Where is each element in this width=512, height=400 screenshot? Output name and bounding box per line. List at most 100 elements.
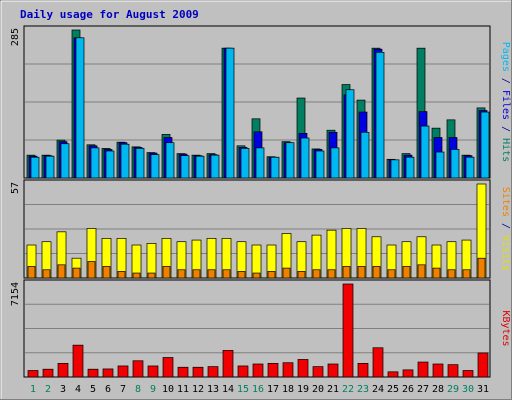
bar-kbytes-day-5 — [87, 368, 99, 378]
bar-pages-day-28 — [435, 151, 445, 179]
bar-kbytes-day-2 — [42, 368, 54, 378]
bar-sites-day-1 — [27, 266, 36, 279]
panel-top: 285 Pages / Files / Hits — [10, 25, 511, 179]
bar-sites-day-24 — [372, 266, 381, 279]
bar-kbytes-day-20 — [312, 366, 324, 378]
bar-sites-day-14 — [222, 269, 231, 279]
bar-pages-day-22 — [345, 89, 355, 179]
chart-panels: 285 Pages / Files / Hits 57 Sites / Visits 7… — [10, 25, 511, 378]
bar-pages-day-19 — [300, 137, 310, 179]
bar-kbytes-day-28 — [432, 363, 444, 378]
panel-middle-legend-part: Visits — [500, 235, 511, 271]
panel-top-legend-part: Hits — [500, 138, 511, 162]
panel-bottom-max-label: 7154 — [10, 282, 21, 306]
x-tick-label-day-27: 27 — [417, 384, 429, 395]
bar-pages-day-21 — [330, 147, 340, 179]
x-tick-label-day-2: 2 — [45, 384, 51, 395]
bar-pages-day-30 — [465, 156, 475, 179]
bar-kbytes-day-31 — [477, 352, 489, 378]
x-tick-label-day-30: 30 — [462, 384, 474, 395]
bar-sites-day-7 — [117, 271, 126, 279]
bar-sites-day-3 — [57, 264, 66, 279]
bar-pages-day-4 — [75, 37, 85, 179]
x-tick-label-day-10: 10 — [162, 384, 174, 395]
x-tick-label-day-16: 16 — [252, 384, 264, 395]
bar-sites-day-25 — [387, 269, 396, 279]
bar-sites-day-10 — [162, 266, 171, 279]
x-tick-label-day-15: 15 — [237, 384, 249, 395]
bar-pages-day-24 — [375, 51, 385, 179]
x-tick-label-day-1: 1 — [30, 384, 36, 395]
chart-title: Daily usage for August 2009 — [20, 8, 199, 21]
panel-middle-legend: Sites / Visits — [500, 187, 511, 271]
bar-sites-day-23 — [357, 266, 366, 279]
panel-top-legend-part: / — [500, 120, 511, 138]
bar-kbytes-day-6 — [102, 368, 114, 378]
bar-pages-day-18 — [285, 142, 295, 179]
bar-pages-day-15 — [240, 148, 250, 179]
bar-kbytes-day-23 — [357, 363, 369, 378]
bar-kbytes-day-21 — [327, 363, 339, 378]
x-tick-label-day-7: 7 — [120, 384, 126, 395]
panel-bottom-legend-part: KBytes — [500, 310, 511, 346]
bar-sites-day-2 — [42, 269, 51, 279]
bar-kbytes-day-8 — [132, 360, 144, 378]
bar-pages-day-13 — [210, 154, 220, 179]
bar-pages-day-16 — [255, 147, 265, 179]
panel-top-legend-part: / — [500, 72, 511, 90]
x-tick-label-day-11: 11 — [177, 384, 189, 395]
x-tick-label-day-25: 25 — [387, 384, 399, 395]
bar-kbytes-day-10 — [162, 357, 174, 378]
bar-kbytes-day-14 — [222, 350, 234, 378]
bar-sites-day-16 — [252, 272, 261, 279]
bar-sites-day-13 — [207, 269, 216, 279]
bar-kbytes-day-24 — [372, 347, 384, 378]
bar-kbytes-day-4 — [72, 344, 84, 378]
bar-sites-day-29 — [447, 269, 456, 279]
bar-kbytes-day-7 — [117, 365, 129, 378]
bar-kbytes-day-1 — [27, 370, 39, 378]
bar-pages-day-27 — [420, 125, 430, 179]
bar-sites-day-5 — [87, 261, 96, 279]
panel-top-legend-part: Files — [500, 90, 511, 120]
bar-sites-day-22 — [342, 266, 351, 279]
x-tick-label-day-20: 20 — [312, 384, 324, 395]
x-tick-label-day-6: 6 — [105, 384, 111, 395]
bar-pages-day-1 — [30, 156, 40, 179]
bar-pages-day-29 — [450, 149, 460, 179]
bar-kbytes-day-16 — [252, 363, 264, 378]
bar-kbytes-day-17 — [267, 363, 279, 378]
bar-kbytes-day-15 — [237, 365, 249, 378]
bar-kbytes-day-18 — [282, 362, 294, 378]
bar-sites-day-20 — [312, 269, 321, 279]
panel-middle: 57 Sites / Visits — [10, 179, 511, 279]
panel-top-max-label: 285 — [10, 28, 21, 46]
bar-pages-day-14 — [225, 47, 235, 179]
bar-sites-day-27 — [417, 264, 426, 279]
bar-pages-day-3 — [60, 143, 70, 179]
x-tick-label-day-3: 3 — [60, 384, 66, 395]
bar-kbytes-day-12 — [192, 366, 204, 378]
bar-sites-day-21 — [327, 269, 336, 279]
bar-pages-day-23 — [360, 131, 370, 179]
bar-pages-day-31 — [480, 111, 490, 179]
bar-kbytes-day-9 — [147, 365, 159, 378]
x-tick-label-day-21: 21 — [327, 384, 339, 395]
bar-kbytes-day-27 — [417, 361, 429, 378]
x-tick-label-day-26: 26 — [402, 384, 414, 395]
bar-pages-day-5 — [90, 147, 100, 179]
bar-kbytes-day-11 — [177, 366, 189, 378]
bar-pages-day-6 — [105, 150, 115, 179]
x-tick-label-day-29: 29 — [447, 384, 459, 395]
x-tick-label-day-28: 28 — [432, 384, 444, 395]
panel-bottom-legend: KBytes — [500, 310, 511, 346]
bar-kbytes-day-3 — [57, 363, 69, 378]
bar-sites-day-9 — [147, 272, 156, 279]
panel-middle-max-label: 57 — [10, 182, 21, 194]
bar-sites-day-8 — [132, 272, 141, 279]
x-tick-label-day-17: 17 — [267, 384, 279, 395]
bar-pages-day-10 — [165, 142, 175, 179]
bar-pages-day-12 — [195, 155, 205, 179]
